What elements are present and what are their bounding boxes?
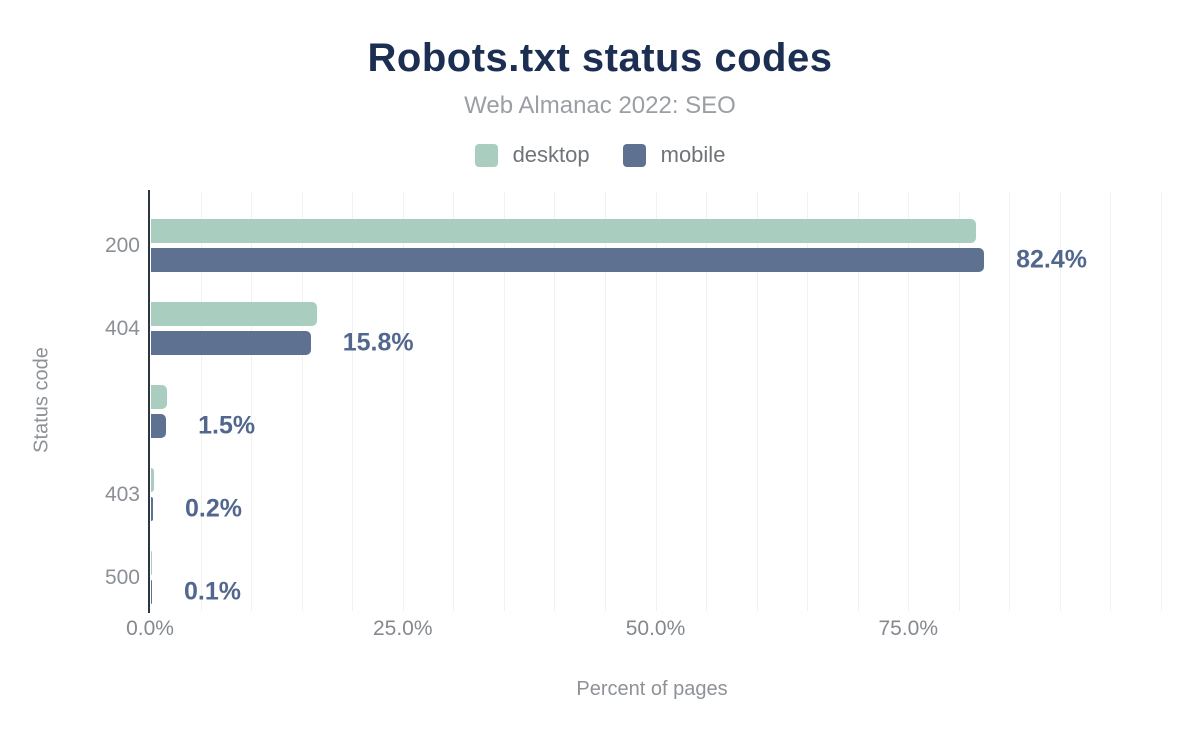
desktop-bar	[151, 219, 976, 243]
gridline	[655, 192, 657, 611]
value-label: 0.1%	[184, 577, 241, 606]
desktop-bar	[151, 468, 155, 492]
gridline	[807, 192, 809, 611]
desktop-swatch-icon	[474, 143, 498, 167]
gridline	[554, 192, 556, 611]
chart-title: Robots.txt status codes	[367, 36, 833, 80]
gridline	[200, 192, 202, 611]
y-tick-label: 200	[104, 233, 140, 257]
y-tick-label: 403	[104, 482, 140, 506]
y-tick-label: 500	[104, 565, 140, 589]
x-tick-label: 0.0%	[126, 617, 174, 640]
gridline	[604, 192, 606, 611]
desktop-bar	[151, 551, 152, 575]
mobile-bar	[151, 580, 152, 604]
gridline	[1110, 192, 1112, 611]
gridline	[908, 192, 910, 611]
gridline	[1009, 192, 1011, 611]
chart-subtitle: Web Almanac 2022: SEO	[464, 92, 736, 119]
legend-item-mobile: mobile	[622, 142, 726, 168]
legend-label-desktop: desktop	[512, 142, 590, 167]
value-label: 82.4%	[1016, 245, 1087, 274]
legend-item-desktop: desktop	[474, 142, 590, 168]
mobile-bar	[151, 414, 167, 438]
gridline	[706, 192, 708, 611]
mobile-bar	[151, 497, 154, 521]
gridline	[352, 192, 354, 611]
gridline	[1161, 192, 1162, 611]
gridline	[402, 192, 404, 611]
desktop-bar	[151, 385, 168, 409]
gridline	[453, 192, 455, 611]
x-tick-label: 25.0%	[372, 617, 433, 640]
value-label: 15.8%	[342, 328, 414, 357]
gridline	[756, 192, 758, 611]
value-label: 1.5%	[198, 411, 256, 440]
x-tick-label: 50.0%	[625, 617, 686, 640]
gridline	[301, 192, 303, 611]
legend-label-mobile: mobile	[660, 142, 726, 167]
gridline	[1059, 192, 1061, 611]
value-label: 0.2%	[185, 494, 242, 523]
y-tick-label: 404	[104, 316, 140, 340]
x-tick-label: 75.0%	[878, 617, 939, 640]
legend: desktop mobile	[0, 142, 1200, 168]
desktop-bar	[151, 302, 317, 326]
mobile-bar	[151, 331, 311, 355]
y-axis-line	[148, 190, 150, 613]
mobile-swatch-icon	[622, 143, 646, 167]
gridline	[857, 192, 859, 611]
gridline	[503, 192, 505, 611]
x-axis-title: Percent of pages	[576, 678, 728, 700]
gridline	[251, 192, 253, 611]
mobile-bar	[151, 248, 985, 272]
gridline	[958, 192, 960, 611]
